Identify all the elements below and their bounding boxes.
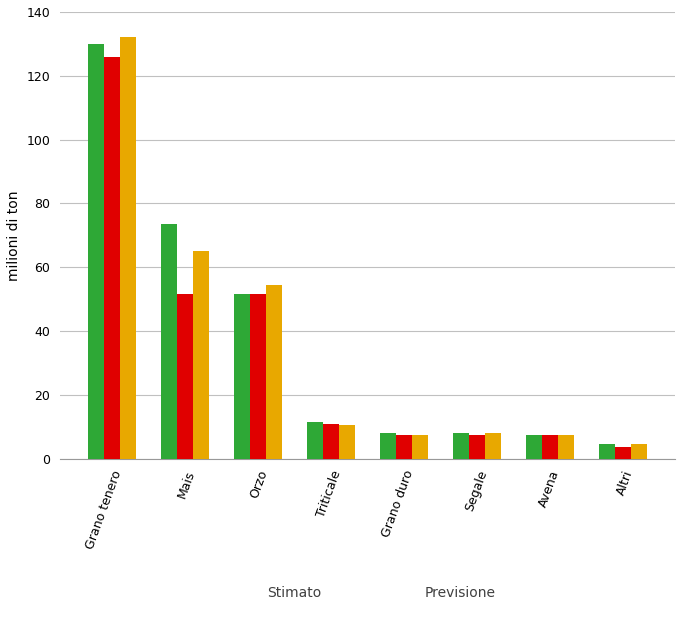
Bar	[104, 57, 120, 459]
Bar	[485, 433, 501, 459]
Text: Stimato: Stimato	[267, 585, 321, 599]
Bar	[396, 434, 412, 459]
Bar	[307, 422, 323, 459]
Bar	[234, 294, 250, 459]
Bar	[161, 224, 177, 459]
Bar	[631, 444, 647, 459]
Y-axis label: milioni di ton: milioni di ton	[7, 190, 21, 280]
Bar	[266, 285, 282, 459]
Bar	[193, 251, 209, 459]
Bar	[250, 294, 266, 459]
Bar	[323, 424, 339, 459]
Bar	[120, 38, 136, 459]
Bar	[542, 434, 558, 459]
Bar	[469, 434, 485, 459]
Bar	[412, 434, 428, 459]
Bar	[339, 425, 355, 459]
Bar	[88, 44, 104, 459]
Bar	[558, 434, 574, 459]
Bar	[615, 447, 631, 459]
Bar	[380, 433, 396, 459]
Bar	[526, 434, 542, 459]
Bar	[599, 444, 615, 459]
Legend: 2021/22, 2022/23, 2023/24: 2021/22, 2022/23, 2023/24	[224, 635, 511, 637]
Bar	[453, 433, 469, 459]
Bar	[177, 294, 193, 459]
Text: Previsione: Previsione	[424, 585, 495, 599]
